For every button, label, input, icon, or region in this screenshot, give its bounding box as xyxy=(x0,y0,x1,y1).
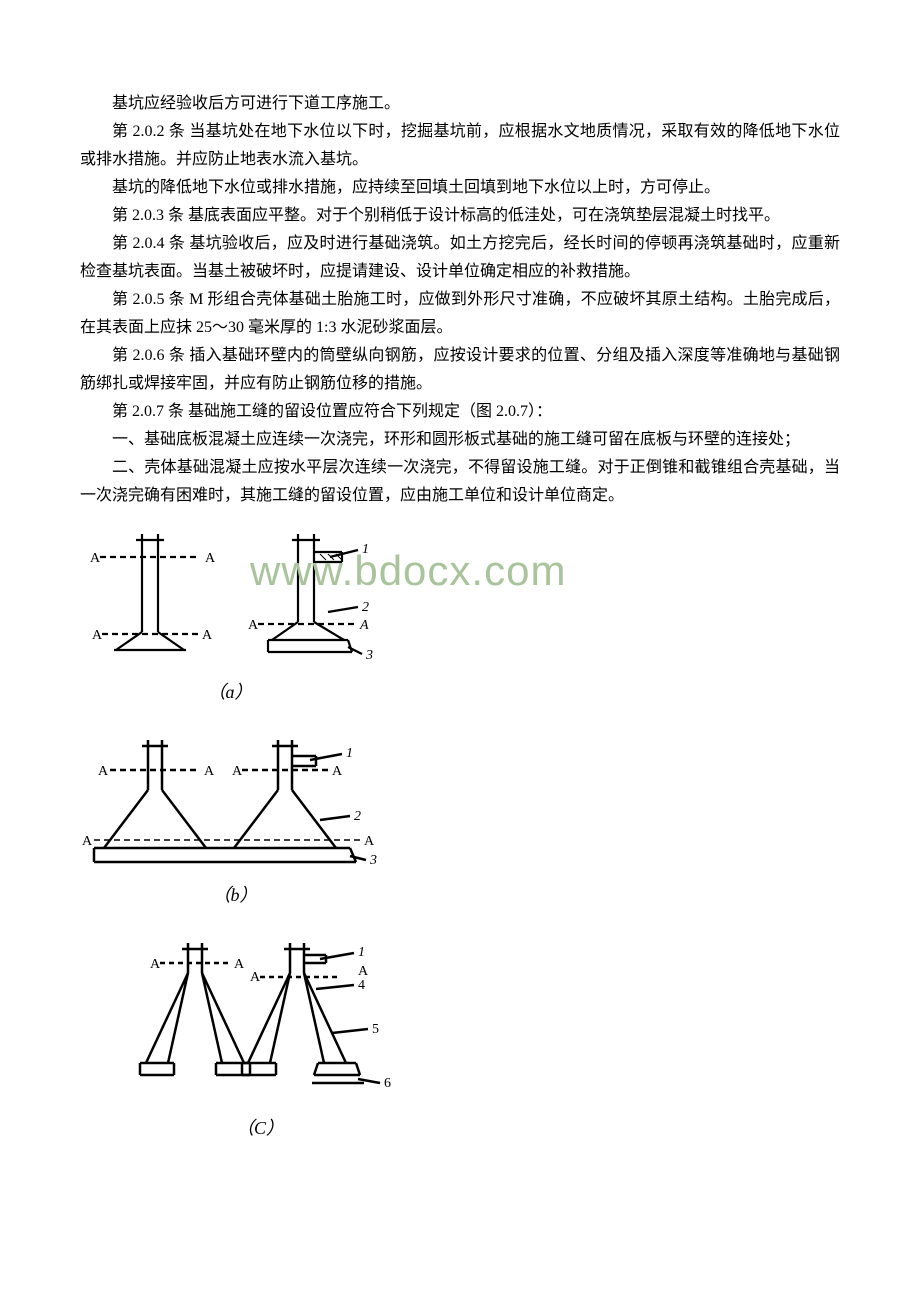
figure-caption-b: （b） xyxy=(213,881,258,907)
label-A: A xyxy=(234,957,245,972)
label-A: A xyxy=(205,551,216,566)
figure-caption-c: （C） xyxy=(236,1114,284,1140)
label-3: 3 xyxy=(369,853,377,868)
diagram-b: A A A A A A 1 2 3 xyxy=(80,730,390,875)
label-A: A xyxy=(250,970,261,985)
label-A: A xyxy=(359,618,369,633)
label-A: A xyxy=(248,618,259,633)
label-A: A xyxy=(98,764,109,779)
figures-container: www.bdocx.com A A xyxy=(80,522,840,1140)
document-paragraph: 二、壳体基础混凝土应按水平层次连续一次浇完，不得留设施工缝。对于正倒锥和截锥组合… xyxy=(80,454,840,510)
figure-a: www.bdocx.com A A xyxy=(80,522,380,704)
label-2: 2 xyxy=(362,600,369,615)
label-6: 6 xyxy=(384,1076,391,1091)
label-A: A xyxy=(332,764,343,779)
diagram-a: A A A A xyxy=(80,522,380,672)
label-4: 4 xyxy=(358,978,365,993)
label-1: 1 xyxy=(358,945,365,960)
document-paragraph: 第 2.0.3 条 基底表面应平整。对于个别稍低于设计标高的低洼处，可在浇筑垫层… xyxy=(80,202,840,230)
label-5: 5 xyxy=(372,1022,379,1037)
label-3: 3 xyxy=(365,648,373,663)
label-A: A xyxy=(150,957,161,972)
figure-b: A A A A A A 1 2 3 （b） xyxy=(80,730,390,907)
label-A: A xyxy=(202,628,213,643)
document-paragraph: 第 2.0.7 条 基础施工缝的留设位置应符合下列规定（图 2.0.7）： xyxy=(80,398,840,426)
label-1: 1 xyxy=(362,542,369,557)
document-paragraph: 第 2.0.6 条 插入基础环壁内的筒壁纵向钢筋，应按设计要求的位置、分组及插入… xyxy=(80,342,840,398)
diagram-c: A A xyxy=(110,933,410,1108)
label-A: A xyxy=(92,628,103,643)
document-paragraph: 一、基础底板混凝土应连续一次浇完，环形和圆形板式基础的施工缝可留在底板与环壁的连… xyxy=(80,426,840,454)
document-paragraph: 第 2.0.4 条 基坑验收后，应及时进行基础浇筑。如土方挖完后，经长时间的停顿… xyxy=(80,230,840,286)
label-1: 1 xyxy=(346,746,353,761)
label-A: A xyxy=(204,764,215,779)
label-A: A xyxy=(364,834,375,849)
figure-c: A A xyxy=(110,933,410,1140)
label-2: 2 xyxy=(354,809,361,824)
label-A: A xyxy=(90,551,101,566)
document-paragraph: 基坑的降低地下水位或排水措施，应持续至回填土回填到地下水位以上时，方可停止。 xyxy=(80,174,840,202)
document-paragraph: 基坑应经验收后方可进行下道工序施工。 xyxy=(80,90,840,118)
document-paragraph: 第 2.0.5 条 M 形组合壳体基础土胎施工时，应做到外形尺寸准确，不应破坏其… xyxy=(80,286,840,342)
label-A2: A xyxy=(358,964,369,979)
label-A: A xyxy=(232,764,243,779)
document-paragraph: 第 2.0.2 条 当基坑处在地下水位以下时，挖掘基坑前，应根据水文地质情况，采… xyxy=(80,118,840,174)
label-A: A xyxy=(82,834,93,849)
figure-caption-a: （ɑ） xyxy=(208,678,253,704)
